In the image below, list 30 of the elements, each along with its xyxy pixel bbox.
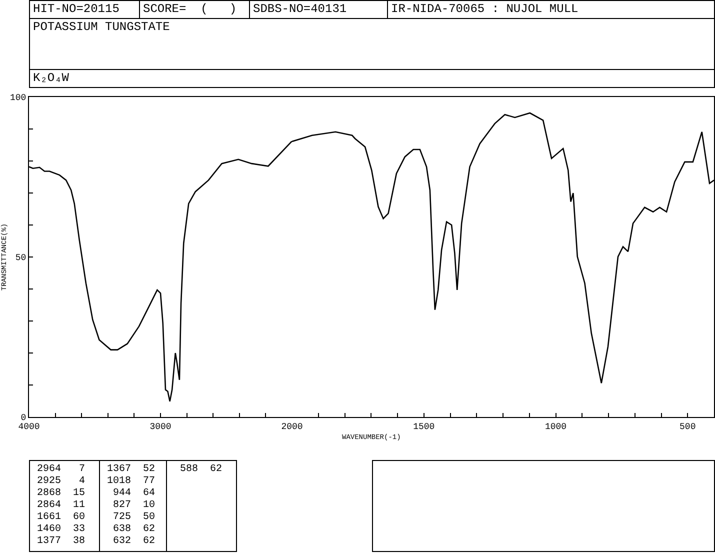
text: 827 10: [112, 500, 156, 512]
text: 1367 52: [107, 464, 156, 476]
text: 2925 4: [37, 476, 86, 488]
text: 1018 77: [107, 476, 156, 488]
text: 1460 33: [37, 524, 86, 536]
x-tick-label: 1000: [545, 422, 568, 432]
text: 944 64: [112, 488, 156, 500]
x-tick-label: 4000: [18, 422, 40, 432]
text: 2868 15: [37, 488, 86, 500]
y-tick-label: 50: [15, 253, 26, 264]
x-tick-label: 2000: [281, 422, 303, 432]
y-tick-label: 100: [10, 93, 26, 104]
text: 588 62: [179, 464, 222, 476]
text: 2864 11: [37, 500, 86, 512]
text: 1377 38: [37, 536, 86, 548]
chart-subtitle: K₂O₄W: [33, 71, 70, 85]
text: SDBS-NO=40131: [253, 2, 347, 16]
y-tick-label: 0: [20, 413, 26, 424]
text: SCORE= ( ): [143, 2, 237, 16]
x-tick-label: 3000: [150, 422, 172, 432]
chart-title: POTASSIUM TUNGSTATE: [33, 20, 170, 34]
text: 632 62: [112, 536, 156, 548]
x-tick-label: 500: [680, 422, 696, 432]
text: IR-NIDA-70065 : NUJOL MULL: [391, 2, 578, 16]
text: 1661 60: [37, 512, 86, 524]
text: HIT-NO=20115: [33, 2, 120, 16]
text: 725 50: [112, 512, 156, 524]
text: 638 62: [112, 524, 156, 536]
x-tick-label: 1500: [414, 422, 436, 432]
text: 2964 7: [37, 464, 86, 476]
